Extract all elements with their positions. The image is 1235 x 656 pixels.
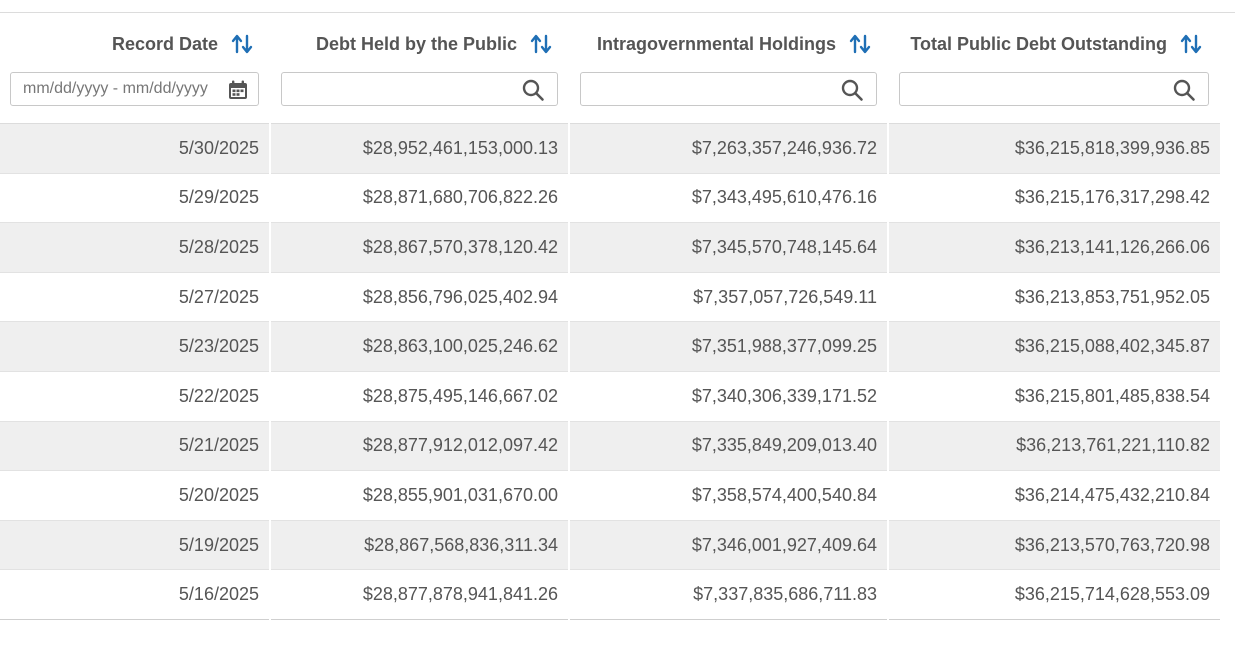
column-header-record-date[interactable]: Record Date bbox=[0, 28, 254, 60]
table-row: 5/21/2025 $28,877,912,012,097.42 $7,335,… bbox=[0, 421, 1220, 472]
record-date-cell: 5/22/2025 bbox=[0, 371, 270, 422]
column-header-total-public-debt[interactable]: Total Public Debt Outstanding bbox=[889, 28, 1203, 60]
date-range-input[interactable] bbox=[11, 73, 226, 105]
debt-held-by-public-cell: $28,875,495,146,667.02 bbox=[269, 371, 569, 422]
record-date-cell: 5/29/2025 bbox=[0, 173, 270, 224]
debt-held-by-public-cell: $28,952,461,153,000.13 bbox=[269, 123, 569, 174]
record-date-cell: 5/21/2025 bbox=[0, 421, 270, 472]
debt-held-by-public-cell: $28,877,912,012,097.42 bbox=[269, 421, 569, 472]
table-row: 5/27/2025 $28,856,796,025,402.94 $7,357,… bbox=[0, 272, 1220, 323]
sort-arrows-icon[interactable] bbox=[848, 32, 872, 56]
intragovernmental-holdings-cell: $7,351,988,377,099.25 bbox=[568, 321, 888, 372]
table-row: 5/16/2025 $28,877,878,941,841.26 $7,337,… bbox=[0, 569, 1220, 620]
table-row: 5/29/2025 $28,871,680,706,822.26 $7,343,… bbox=[0, 173, 1220, 224]
debt-held-by-public-search-input[interactable] bbox=[282, 73, 525, 105]
search-icon[interactable] bbox=[521, 78, 545, 102]
debt-held-by-public-filter[interactable] bbox=[281, 72, 558, 106]
intragovernmental-holdings-cell: $7,343,495,610,476.16 bbox=[568, 173, 888, 224]
sort-arrows-icon[interactable] bbox=[529, 32, 553, 56]
total-public-debt-cell: $36,213,761,221,110.82 bbox=[887, 421, 1220, 472]
top-divider bbox=[0, 12, 1235, 13]
total-public-debt-cell: $36,214,475,432,210.84 bbox=[887, 470, 1220, 521]
table-row: 5/30/2025 $28,952,461,153,000.13 $7,263,… bbox=[0, 123, 1220, 174]
intragovernmental-holdings-cell: $7,340,306,339,171.52 bbox=[568, 371, 888, 422]
debt-held-by-public-cell: $28,867,570,378,120.42 bbox=[269, 222, 569, 273]
column-header-label: Total Public Debt Outstanding bbox=[910, 33, 1167, 54]
total-public-debt-cell: $36,215,088,402,345.87 bbox=[887, 321, 1220, 372]
table-row: 5/19/2025 $28,867,568,836,311.34 $7,346,… bbox=[0, 520, 1220, 571]
total-public-debt-cell: $36,215,714,628,553.09 bbox=[887, 569, 1220, 620]
intragovernmental-holdings-search-input[interactable] bbox=[581, 73, 844, 105]
column-header-row: Record Date Debt Held by the Public Intr… bbox=[0, 28, 1220, 60]
debt-held-by-public-cell: $28,871,680,706,822.26 bbox=[269, 173, 569, 224]
intragovernmental-holdings-cell: $7,337,835,686,711.83 bbox=[568, 569, 888, 620]
record-date-cell: 5/16/2025 bbox=[0, 569, 270, 620]
sort-arrows-icon[interactable] bbox=[1179, 32, 1203, 56]
sort-arrows-icon[interactable] bbox=[230, 32, 254, 56]
table-row: 5/23/2025 $28,863,100,025,246.62 $7,351,… bbox=[0, 321, 1220, 372]
intragovernmental-holdings-cell: $7,335,849,209,013.40 bbox=[568, 421, 888, 472]
debt-data-table: 5/30/2025 $28,952,461,153,000.13 $7,263,… bbox=[0, 123, 1220, 620]
total-public-debt-cell: $36,215,818,399,936.85 bbox=[887, 123, 1220, 174]
date-range-filter[interactable] bbox=[10, 72, 259, 106]
intragovernmental-holdings-cell: $7,345,570,748,145.64 bbox=[568, 222, 888, 273]
intragovernmental-holdings-cell: $7,346,001,927,409.64 bbox=[568, 520, 888, 571]
column-header-label: Intragovernmental Holdings bbox=[596, 33, 836, 54]
total-public-debt-cell: $36,213,141,126,266.06 bbox=[887, 222, 1220, 273]
total-public-debt-search-input[interactable] bbox=[900, 73, 1176, 105]
table-row: 5/22/2025 $28,875,495,146,667.02 $7,340,… bbox=[0, 371, 1220, 422]
column-header-label: Record Date bbox=[111, 33, 218, 54]
debt-held-by-public-cell: $28,863,100,025,246.62 bbox=[269, 321, 569, 372]
record-date-cell: 5/30/2025 bbox=[0, 123, 270, 174]
column-header-label: Debt Held by the Public bbox=[315, 33, 517, 54]
record-date-cell: 5/20/2025 bbox=[0, 470, 270, 521]
total-public-debt-cell: $36,215,176,317,298.42 bbox=[887, 173, 1220, 224]
intragovernmental-holdings-filter[interactable] bbox=[580, 72, 877, 106]
table-row: 5/28/2025 $28,867,570,378,120.42 $7,345,… bbox=[0, 222, 1220, 273]
table-row: 5/20/2025 $28,855,901,031,670.00 $7,358,… bbox=[0, 470, 1220, 521]
intragovernmental-holdings-cell: $7,357,057,726,549.11 bbox=[568, 272, 888, 323]
intragovernmental-holdings-cell: $7,263,357,246,936.72 bbox=[568, 123, 888, 174]
total-public-debt-cell: $36,213,570,763,720.98 bbox=[887, 520, 1220, 571]
filter-row bbox=[0, 72, 1220, 110]
column-header-debt-held-by-public[interactable]: Debt Held by the Public bbox=[270, 28, 553, 60]
search-icon[interactable] bbox=[1172, 78, 1196, 102]
column-header-intragovernmental-holdings[interactable]: Intragovernmental Holdings bbox=[570, 28, 872, 60]
record-date-cell: 5/28/2025 bbox=[0, 222, 270, 273]
total-public-debt-cell: $36,215,801,485,838.54 bbox=[887, 371, 1220, 422]
record-date-cell: 5/19/2025 bbox=[0, 520, 270, 571]
debt-held-by-public-cell: $28,855,901,031,670.00 bbox=[269, 470, 569, 521]
debt-held-by-public-cell: $28,856,796,025,402.94 bbox=[269, 272, 569, 323]
debt-held-by-public-cell: $28,867,568,836,311.34 bbox=[269, 520, 569, 571]
debt-held-by-public-cell: $28,877,878,941,841.26 bbox=[269, 569, 569, 620]
record-date-cell: 5/27/2025 bbox=[0, 272, 270, 323]
search-icon[interactable] bbox=[840, 78, 864, 102]
intragovernmental-holdings-cell: $7,358,574,400,540.84 bbox=[568, 470, 888, 521]
total-public-debt-cell: $36,213,853,751,952.05 bbox=[887, 272, 1220, 323]
calendar-icon[interactable] bbox=[226, 78, 250, 102]
record-date-cell: 5/23/2025 bbox=[0, 321, 270, 372]
total-public-debt-filter[interactable] bbox=[899, 72, 1209, 106]
